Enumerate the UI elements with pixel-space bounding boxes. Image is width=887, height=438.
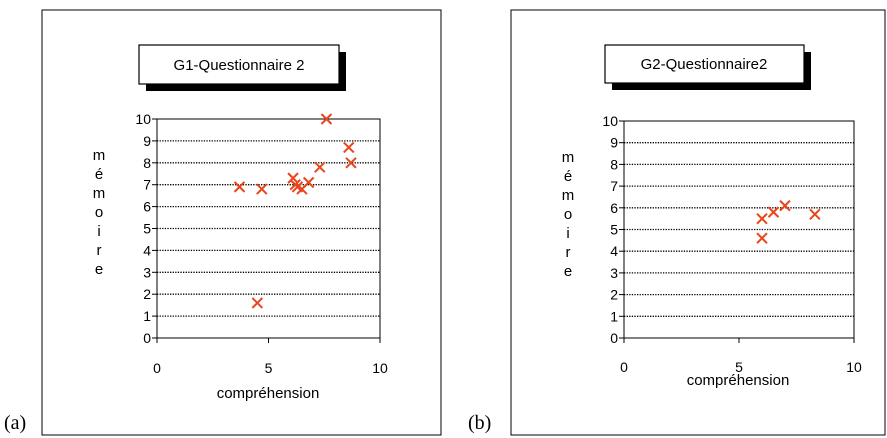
y-axis-label-letter: r [566,244,571,261]
y-tick-label: 5 [610,222,618,238]
data-point-stroke [291,181,304,193]
data-point-stroke [756,232,768,244]
data-point-stroke [343,141,355,154]
y-tick-label: 6 [610,200,618,216]
data-point-stroke [251,297,264,309]
data-point-stroke [779,199,791,212]
data-point-stroke [233,181,246,193]
title-box: G2-Questionnaire2 [604,44,811,90]
x-tick-label: 10 [372,360,388,376]
y-tick-label: 5 [143,221,151,237]
y-tick-label: 3 [610,265,618,281]
data-point [779,199,791,212]
panel-label-b: (b) [468,412,492,434]
y-axis-label-letter: m [93,185,106,202]
data-point-stroke [256,183,268,195]
y-tick-labels: 0 1 2 3 4 5 6 7 8 9 10 [135,111,151,346]
title-box-border [604,44,805,84]
data-point [233,181,246,193]
y-tick-label: 0 [610,330,618,346]
y-axis-label-letter: é [564,168,572,185]
y-tick-label: 4 [610,243,618,259]
x-axis-label: compréhension [217,385,320,402]
y-tick-label: 9 [610,135,618,151]
y-axis-label-letter: m [562,187,575,204]
y-tick-label: 7 [610,178,618,194]
y-tick-labels: 0 1 2 3 4 5 6 7 8 9 10 [602,113,618,346]
y-tick-label: 2 [143,286,151,302]
data-point [809,208,821,221]
y-tick-label: 8 [143,155,151,171]
chart-title: G1-Questionnaire 2 [174,57,305,74]
data-point-stroke [345,157,357,169]
y-tick-label: 1 [610,308,618,324]
chart-panel-a: G1-Questionnaire 2 0 1 2 3 4 5 6 7 8 9 10 0 5 10 mém… [41,9,442,436]
y-tick-label: 10 [602,113,618,129]
y-axis-label-letter: e [95,261,103,278]
grid-lines [152,118,381,343]
data-point [314,161,326,173]
x-tick-labels: 0 5 10 [153,360,388,376]
x-axis-label: compréhension [687,372,790,389]
data-point [251,297,264,309]
y-tick-label: 1 [143,308,151,324]
data-points [233,113,357,309]
data-point [767,206,780,218]
y-tick-label: 7 [143,177,151,193]
data-point-stroke [314,161,326,173]
data-point-stroke [320,113,333,125]
x-tick-label: 10 [846,359,862,375]
data-point [343,141,355,154]
y-tick-label: 8 [610,156,618,172]
x-tick-label: 0 [153,360,161,376]
y-axis-label-letter: o [564,206,572,223]
y-axis-label-letter: m [93,147,106,164]
data-points [756,199,821,244]
data-point [320,113,333,125]
y-tick-label: 2 [610,287,618,303]
y-tick-label: 4 [143,242,151,258]
data-point [756,232,768,244]
data-point-stroke [809,208,821,221]
grid-lines [619,120,855,343]
data-point [345,157,357,169]
data-point [256,183,268,195]
x-tick-label: 5 [265,360,273,376]
title-box: G1-Questionnaire 2 [138,44,346,91]
y-axis-label-letter: m [562,149,575,166]
y-axis-label-letter: e [564,263,572,280]
data-point-stroke [756,212,768,225]
title-box-border [138,44,340,85]
x-tick-label: 0 [620,359,628,375]
data-point-stroke [767,206,780,218]
y-axis-label-letter: r [97,242,102,259]
data-point-stroke [302,176,315,189]
y-axis-label-letter: é [95,166,103,183]
data-point [756,212,768,225]
y-tick-label: 9 [143,133,151,149]
panel-label-a: (a) [4,412,27,434]
chart-title: G2-Questionnaire2 [641,56,768,73]
x-tick-label: 5 [735,359,743,375]
y-tick-label: 0 [143,330,151,346]
data-point [302,176,315,189]
y-tick-label: 3 [143,264,151,280]
y-tick-label: 10 [135,111,151,127]
y-axis-label-letter: i [97,223,100,240]
plot-area [156,118,381,339]
y-axis-label-letter: o [95,204,103,221]
y-axis-label-letter: i [566,225,569,242]
data-point [287,172,299,184]
data-point-stroke [287,172,299,184]
x-tick-labels: 0 5 10 [620,359,862,375]
y-tick-label: 6 [143,199,151,215]
